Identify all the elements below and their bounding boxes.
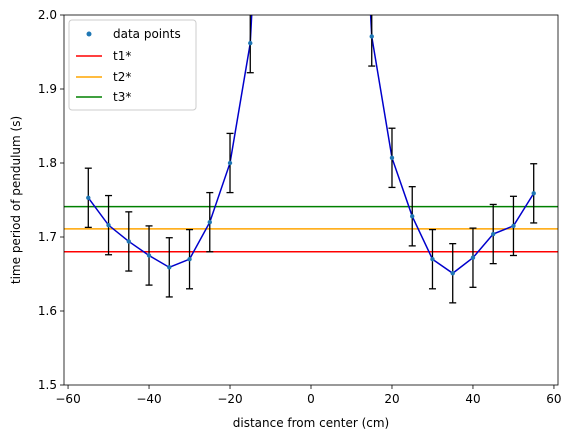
data-point xyxy=(430,257,434,261)
x-tick-label: 0 xyxy=(307,392,315,406)
data-point xyxy=(491,232,495,236)
legend-label-t3: t3* xyxy=(113,90,131,104)
data-point xyxy=(471,256,475,260)
data-point xyxy=(228,161,232,165)
x-tick-label: −20 xyxy=(217,392,242,406)
y-tick-label: 1.9 xyxy=(38,82,57,96)
y-tick-label: 1.6 xyxy=(38,304,57,318)
data-point xyxy=(167,265,171,269)
data-point xyxy=(127,239,131,243)
y-tick-label: 1.8 xyxy=(38,156,57,170)
y-tick-label: 2.0 xyxy=(38,8,57,22)
data-point xyxy=(511,224,515,228)
legend-label-t2: t2* xyxy=(113,70,131,84)
data-point xyxy=(410,214,414,218)
data-point xyxy=(451,271,455,275)
legend-swatch-data-points xyxy=(87,32,92,37)
x-tick-label: 60 xyxy=(546,392,561,406)
y-axis-label: time period of pendulum (s) xyxy=(9,116,23,284)
legend-label-t1: t1* xyxy=(113,49,131,63)
data-point xyxy=(248,41,252,45)
data-point xyxy=(187,257,191,261)
x-tick-label: −60 xyxy=(55,392,80,406)
data-point xyxy=(208,220,212,224)
data-point xyxy=(390,156,394,160)
x-axis-label: distance from center (cm) xyxy=(233,416,389,430)
legend-label-data-points: data points xyxy=(113,27,181,41)
data-point xyxy=(106,223,110,227)
x-tick-label: 20 xyxy=(384,392,399,406)
y-tick-label: 1.7 xyxy=(38,230,57,244)
x-tick-label: 40 xyxy=(465,392,480,406)
x-tick-label: −40 xyxy=(136,392,161,406)
data-point xyxy=(86,196,90,200)
data-point xyxy=(370,34,374,38)
data-point xyxy=(532,191,536,195)
data-point xyxy=(147,253,151,257)
y-tick-label: 1.5 xyxy=(38,378,57,392)
legend: data points t1* t2* t3* xyxy=(69,20,196,110)
